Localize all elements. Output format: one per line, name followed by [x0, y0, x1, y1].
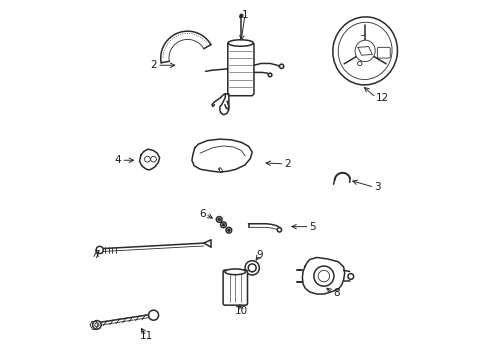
- Text: 11: 11: [140, 331, 153, 341]
- Text: 1: 1: [242, 10, 248, 20]
- Polygon shape: [140, 149, 160, 170]
- Text: 8: 8: [333, 288, 340, 298]
- Polygon shape: [228, 42, 254, 96]
- Text: 3: 3: [374, 182, 381, 192]
- Polygon shape: [302, 257, 344, 294]
- Text: 2: 2: [285, 159, 291, 169]
- Circle shape: [245, 261, 259, 275]
- Polygon shape: [212, 94, 225, 107]
- Circle shape: [93, 320, 101, 329]
- Circle shape: [279, 64, 284, 68]
- Circle shape: [148, 310, 159, 320]
- Circle shape: [216, 217, 222, 222]
- Text: 6: 6: [199, 209, 205, 219]
- Text: 10: 10: [235, 306, 248, 316]
- FancyBboxPatch shape: [377, 47, 390, 58]
- Ellipse shape: [355, 40, 375, 62]
- Circle shape: [348, 274, 354, 279]
- Polygon shape: [220, 94, 229, 115]
- Circle shape: [269, 73, 272, 77]
- Text: 5: 5: [310, 222, 316, 231]
- Circle shape: [358, 61, 362, 66]
- Polygon shape: [358, 46, 372, 55]
- Circle shape: [218, 218, 220, 221]
- Text: 4: 4: [115, 155, 122, 165]
- Ellipse shape: [333, 17, 397, 85]
- Circle shape: [227, 229, 230, 231]
- Circle shape: [222, 224, 225, 226]
- Circle shape: [220, 222, 226, 228]
- Circle shape: [226, 227, 232, 233]
- Circle shape: [240, 14, 243, 17]
- FancyBboxPatch shape: [223, 270, 247, 305]
- Text: 9: 9: [256, 250, 263, 260]
- Text: 2: 2: [150, 60, 157, 70]
- Circle shape: [277, 228, 282, 232]
- Circle shape: [248, 264, 256, 272]
- Polygon shape: [161, 31, 211, 63]
- Text: 7: 7: [93, 250, 99, 260]
- Circle shape: [96, 246, 103, 253]
- Polygon shape: [192, 139, 252, 172]
- Circle shape: [95, 323, 99, 327]
- Ellipse shape: [225, 269, 245, 275]
- Ellipse shape: [228, 40, 253, 46]
- Text: 12: 12: [376, 93, 389, 103]
